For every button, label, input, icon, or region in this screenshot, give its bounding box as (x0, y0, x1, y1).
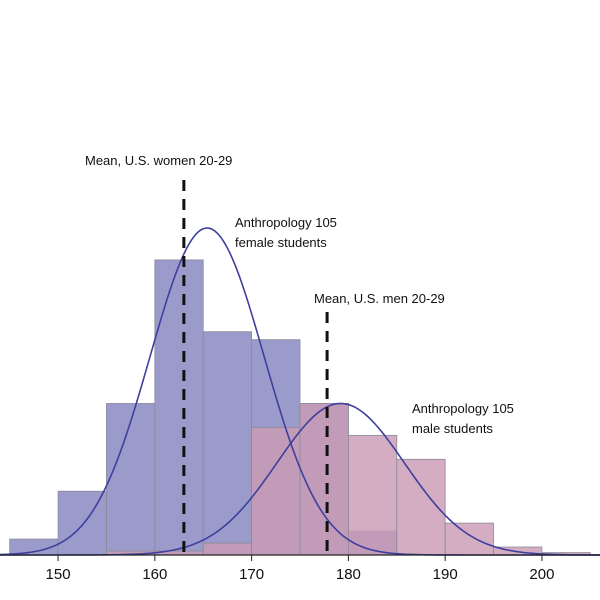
male-bar-180 (347, 434, 398, 556)
reference-lines (182, 180, 329, 555)
x-tick-label-160: 160 (142, 566, 167, 583)
x-tick-label-200: 200 (529, 566, 554, 583)
female-bar-160 (154, 259, 204, 556)
female-bar-165 (202, 331, 253, 556)
male-bar-190 (444, 522, 494, 556)
male-bar-175 (299, 403, 349, 556)
female-students-annotation-line2: female students (235, 235, 327, 250)
x-tick-label-170: 170 (239, 566, 264, 583)
female-students-annotation-line1: Anthropology 105 (235, 215, 337, 230)
female-bar-155 (106, 403, 156, 556)
x-tick-label-190: 190 (433, 566, 458, 583)
x-axis-ticks: 150 160 170 180 190 200 (46, 555, 554, 583)
male-students-annotation-line2: male students (412, 421, 493, 436)
male-students-annotation-line1: Anthropology 105 (412, 401, 514, 416)
women-mean-label: Mean, U.S. women 20-29 (85, 153, 232, 168)
x-tick-label-150: 150 (46, 566, 71, 583)
men-mean-label: Mean, U.S. men 20-29 (314, 291, 445, 306)
x-tick-label-180: 180 (336, 566, 361, 583)
male-bar-165 (202, 542, 253, 556)
